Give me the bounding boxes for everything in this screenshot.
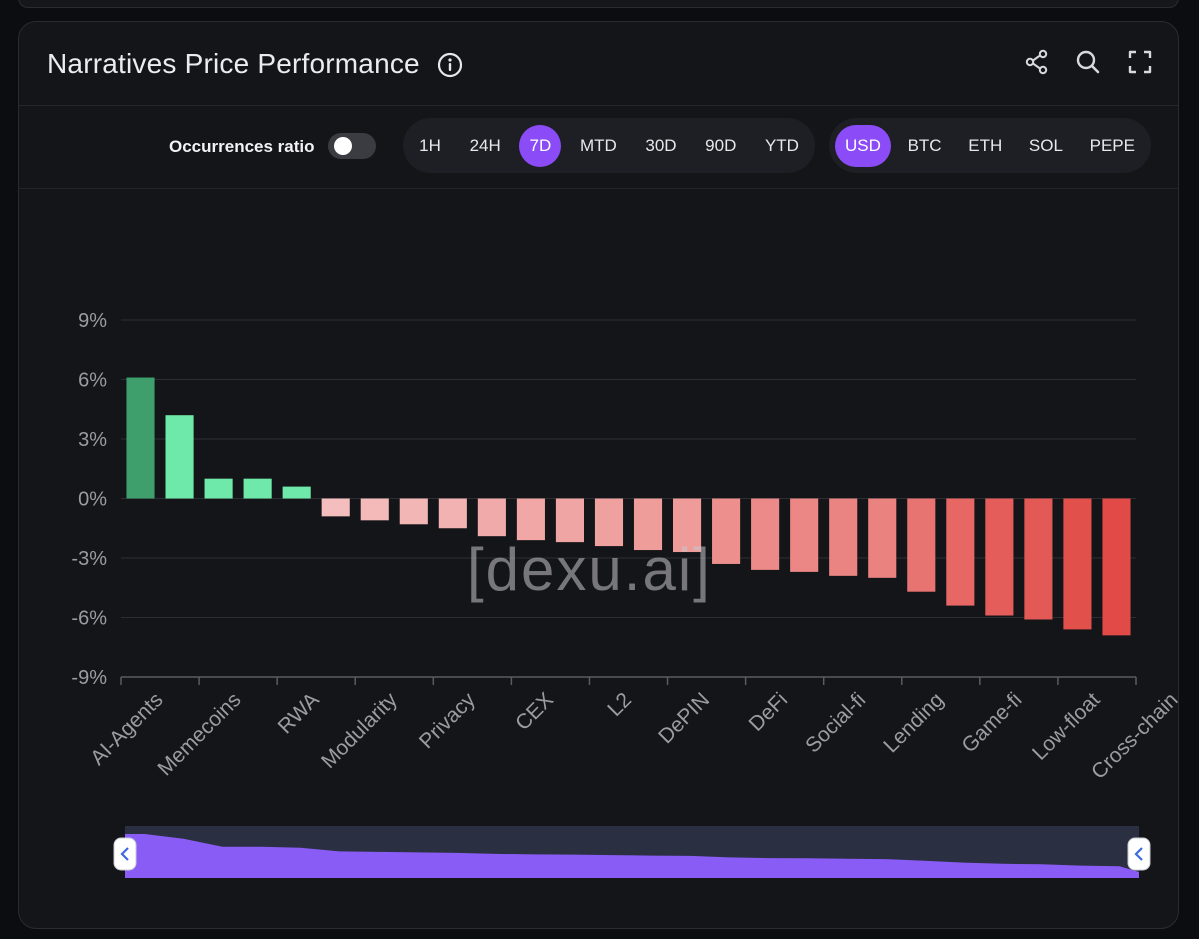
y-tick-label: 3% <box>78 429 107 451</box>
page-title: Narratives Price Performance <box>47 48 420 79</box>
chart-bar <box>946 498 975 606</box>
chart-bar <box>829 498 858 576</box>
range-handle-left[interactable] <box>113 837 137 871</box>
x-category-label: Lending <box>879 688 948 757</box>
chart-bar <box>282 486 311 499</box>
chart-bar <box>126 377 155 499</box>
chart-bar <box>1102 498 1131 636</box>
y-tick-label: -9% <box>71 667 107 689</box>
chart-bar <box>360 498 389 521</box>
range-handle-right-body[interactable] <box>1127 837 1151 871</box>
x-category-label: DePIN <box>654 688 714 748</box>
x-category-label: AI-Agents <box>86 688 167 769</box>
chart-bar <box>243 478 272 499</box>
x-category-label: Social-fi <box>801 688 870 757</box>
timeframe-24h-button[interactable]: 24H <box>469 135 501 155</box>
y-tick-label: 6% <box>78 370 107 392</box>
currency-eth-button[interactable]: ETH <box>968 135 1003 155</box>
chart-bar <box>751 498 780 570</box>
currency-selector: USD BTC ETH SOL PEPE <box>829 118 1151 173</box>
chart-bar <box>907 498 936 592</box>
chart-bar <box>673 498 702 553</box>
timeframe-90d-button[interactable]: 90D <box>705 135 737 155</box>
chevron-left-icon <box>1134 847 1143 861</box>
chart-bar <box>868 498 897 578</box>
chart-bar <box>633 498 663 551</box>
occurrences-ratio-toggle[interactable] <box>328 133 376 159</box>
currency-btc-button[interactable]: BTC <box>907 135 942 155</box>
chart-bar <box>477 498 506 537</box>
chart-controls: Occurrences ratio 1H 24H 7D MTD 30D 90D YTD US… <box>19 106 1178 189</box>
chart-bar <box>438 498 467 529</box>
chart-bar <box>165 415 194 499</box>
watermark-text: [dexu.ai] <box>467 536 712 603</box>
x-category-label: Modularity <box>317 688 402 773</box>
range-slider-area <box>125 834 1139 878</box>
chart-bar <box>985 498 1014 616</box>
timeframe-selector: 1H 24H 7D MTD 30D 90D YTD <box>403 118 815 173</box>
range-handle-right[interactable] <box>1127 837 1151 871</box>
timeframe-ytd-button[interactable]: YTD <box>764 135 799 155</box>
timeframe-30d-button[interactable]: 30D <box>645 135 677 155</box>
timeframe-7d-button[interactable]: 7D <box>519 124 562 167</box>
currency-usd-button[interactable]: USD <box>835 124 891 167</box>
x-category-label: DeFi <box>745 688 793 736</box>
chart-bar <box>1063 498 1092 630</box>
chart-bar <box>712 498 741 564</box>
share-icon[interactable] <box>1024 49 1050 75</box>
occurrences-ratio-label: Occurrences ratio <box>169 137 315 156</box>
chart-bar <box>790 498 819 572</box>
chevron-left-icon <box>120 847 129 861</box>
y-tick-label: -3% <box>71 548 107 570</box>
y-tick-label: 0% <box>78 489 107 511</box>
x-category-label: Game-fi <box>957 688 1026 757</box>
previous-card-edge <box>18 0 1179 8</box>
chart-bar <box>321 498 350 517</box>
timeframe-1h-button[interactable]: 1H <box>419 135 441 155</box>
x-category-label: Memecoins <box>153 688 245 780</box>
search-icon[interactable] <box>1075 49 1101 75</box>
chart-bar <box>516 498 545 541</box>
fullscreen-icon[interactable] <box>1127 49 1153 75</box>
info-icon[interactable] <box>437 52 463 78</box>
timeframe-mtd-button[interactable]: MTD <box>579 135 617 155</box>
x-category-label: L2 <box>603 688 636 721</box>
y-tick-label: -6% <box>71 608 107 630</box>
chart-bar <box>399 498 428 525</box>
chart-bar <box>594 498 624 547</box>
card-header: Narratives Price Performance <box>19 22 1178 106</box>
currency-pepe-button[interactable]: PEPE <box>1089 135 1135 155</box>
range-handle-left-body[interactable] <box>113 837 137 871</box>
chart-card: Narratives Price Performance Occurrences… <box>18 21 1179 929</box>
chart-bar <box>555 498 584 543</box>
currency-sol-button[interactable]: SOL <box>1028 135 1063 155</box>
y-tick-label: 9% <box>78 310 107 332</box>
x-category-label: Privacy <box>415 688 480 753</box>
toggle-knob <box>334 137 352 155</box>
chart-bar <box>204 478 233 499</box>
x-category-label: Low-float <box>1028 688 1105 765</box>
x-category-label: RWA <box>274 688 324 738</box>
chart-bar <box>1024 498 1053 620</box>
x-category-label: CEX <box>511 688 558 735</box>
